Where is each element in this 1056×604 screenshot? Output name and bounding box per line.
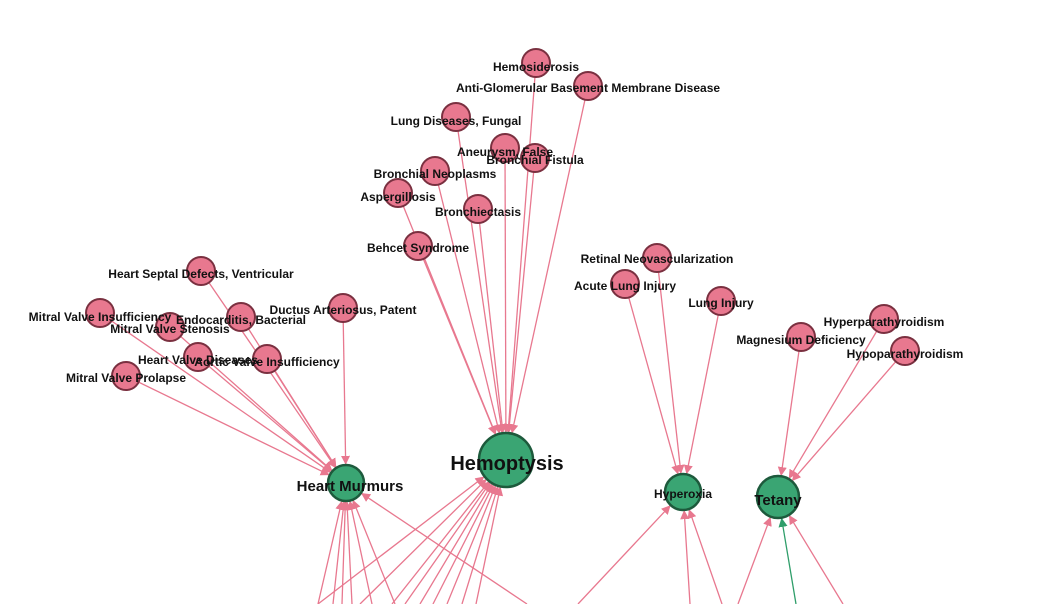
node-label-heart-valve-diseases: Heart Valve Diseases [138, 353, 258, 367]
node-label-lung-diseases-fungal: Lung Diseases, Fungal [391, 114, 522, 128]
node-label-hemosiderosis: Hemosiderosis [493, 60, 579, 74]
node-lung-injury[interactable] [706, 286, 736, 316]
node-label-ductus-arteriosus: Ductus Arteriosus, Patent [270, 303, 417, 317]
node-label-mitral-insufficiency: Mitral Valve Insufficiency [29, 310, 172, 324]
node-heart-septal-defects[interactable] [186, 256, 216, 286]
edge-incoming-hemoptysis-0 [391, 481, 490, 604]
node-label-behcet-syndrome: Behcet Syndrome [367, 241, 469, 255]
edge-bronchial-neoplasms-to-hemoptysis [434, 170, 502, 434]
node-label-heart-murmurs: Heart Murmurs [297, 478, 404, 495]
node-retinal-neovascularization[interactable] [642, 243, 672, 273]
edge-magnesium-deficiency-to-tetany [777, 336, 802, 477]
edge-incoming-hemoptysis-7 [317, 476, 485, 604]
node-behcet-syndrome[interactable] [403, 231, 433, 261]
edge-behcet-syndrome-to-hemoptysis [417, 245, 497, 435]
edge-incoming-hemoptysis-2 [419, 483, 493, 604]
node-hyperparathyroidism[interactable] [869, 304, 899, 334]
node-label-aspergillosis: Aspergillosis [360, 190, 436, 204]
edge-incoming-hemoptysis-1 [404, 482, 491, 604]
edge-hypoparathyroidism-to-tetany [791, 350, 906, 482]
node-hemosiderosis[interactable] [521, 48, 551, 78]
edge-hyperparathyroidism-to-tetany [788, 318, 885, 479]
edge-mitral-insufficiency-to-heart-murmurs [99, 312, 332, 473]
node-label-tetany: Tetany [754, 492, 802, 509]
edge-heart-valve-diseases-to-heart-murmurs [197, 356, 333, 472]
edge-incoming-heart-murmurs-14 [351, 499, 396, 604]
edge-mitral-prolapse-to-heart-murmurs [125, 375, 330, 476]
edge-incoming-hemoptysis-8 [359, 479, 487, 604]
node-label-hypoparathyroidism: Hypoparathyroidism [847, 347, 964, 361]
edge-incoming-tetany-green [778, 517, 797, 604]
node-label-aneurysm-false: Aneurysm, False [457, 145, 553, 159]
node-acute-lung-injury[interactable] [610, 269, 640, 299]
node-label-hyperparathyroidism: Hyperparathyroidism [824, 315, 945, 329]
edge-bronchiectasis-to-hemoptysis [477, 208, 507, 434]
node-anti-gbm[interactable] [573, 71, 603, 101]
edge-incoming-hyperoxia-16 [577, 505, 671, 604]
edges-layer [99, 62, 906, 604]
node-label-lung-injury: Lung Injury [688, 296, 754, 310]
node-ductus-arteriosus[interactable] [328, 293, 358, 323]
node-mitral-prolapse[interactable] [111, 361, 141, 391]
edge-bronchial-fistula-to-hemoptysis [504, 157, 536, 434]
node-hypoparathyroidism[interactable] [890, 336, 920, 366]
edge-incoming-heart-murmurs-15 [361, 493, 528, 604]
node-bronchial-fistula[interactable] [520, 143, 550, 173]
node-hemoptysis[interactable] [477, 431, 535, 489]
node-heart-valve-diseases[interactable] [183, 342, 213, 372]
node-label-aortic-insufficiency: Aortic Valve Insufficiency [194, 355, 340, 369]
edge-aortic-insufficiency-to-heart-murmurs [266, 358, 337, 468]
node-label-mitral-stenosis: Mitral Valve Stenosis [110, 322, 230, 336]
node-label-bronchial-neoplasms: Bronchial Neoplasms [374, 167, 497, 181]
node-aneurysm-false[interactable] [490, 133, 520, 163]
node-label-anti-gbm: Anti-Glomerular Basement Membrane Diseas… [456, 81, 720, 95]
node-label-magnesium-deficiency: Magnesium Deficiency [736, 333, 866, 347]
node-endocarditis-bacterial[interactable] [226, 302, 256, 332]
node-mitral-insufficiency[interactable] [85, 298, 115, 328]
edge-retinal-neovascularization-to-hyperoxia [656, 257, 685, 475]
edge-incoming-heart-murmurs-11 [340, 501, 350, 604]
edge-incoming-hemoptysis-4 [446, 485, 497, 604]
labels-layer: Hemosiderosis Anti-Glomerular Basement Me… [29, 60, 964, 509]
edge-aneurysm-false-to-hemoptysis [501, 147, 511, 433]
edge-incoming-hyperoxia-17 [680, 510, 691, 604]
nodes-layer [85, 48, 920, 520]
edge-incoming-tetany-19 [737, 516, 772, 604]
edge-ductus-arteriosus-to-heart-murmurs [340, 307, 351, 465]
node-mitral-stenosis[interactable] [155, 312, 185, 342]
edge-incoming-heart-murmurs-10 [332, 500, 348, 604]
edge-lung-injury-to-hyperoxia [683, 300, 722, 475]
edge-incoming-hemoptysis-5 [461, 485, 500, 604]
node-hyperoxia[interactable] [663, 472, 703, 512]
node-aspergillosis[interactable] [383, 178, 413, 208]
node-bronchial-neoplasms[interactable] [420, 156, 450, 186]
node-lung-diseases-fungal[interactable] [441, 102, 471, 132]
edge-incoming-hyperoxia-18 [687, 509, 723, 604]
node-label-acute-lung-injury: Acute Lung Injury [574, 279, 676, 293]
edge-incoming-tetany-20 [788, 515, 844, 604]
node-label-mitral-prolapse: Mitral Valve Prolapse [66, 371, 186, 385]
edge-incoming-heart-murmurs-12 [342, 501, 353, 604]
node-label-bronchial-fistula: Bronchial Fistula [486, 153, 584, 167]
node-label-retinal-neovascularization: Retinal Neovascularization [581, 252, 734, 266]
node-label-hyperoxia: Hyperoxia [654, 487, 712, 501]
node-label-endocarditis-bacterial: Endocarditis, Bacterial [176, 313, 306, 327]
edge-incoming-heart-murmurs-13 [347, 500, 373, 604]
node-tetany[interactable] [755, 474, 801, 520]
node-heart-murmurs[interactable] [326, 463, 366, 503]
node-magnesium-deficiency[interactable] [786, 322, 816, 352]
node-label-hemoptysis: Hemoptysis [450, 453, 563, 475]
node-label-bronchiectasis: Bronchiectasis [435, 205, 521, 219]
edge-incoming-hemoptysis-6 [475, 486, 504, 604]
node-label-heart-septal-defects: Heart Septal Defects, Ventricular [108, 267, 294, 281]
node-bronchiectasis[interactable] [463, 194, 493, 224]
edge-acute-lung-injury-to-hyperoxia [624, 283, 681, 475]
edge-lung-diseases-fungal-to-hemoptysis [455, 116, 506, 434]
node-aortic-insufficiency[interactable] [252, 344, 282, 374]
edge-anti-gbm-to-hemoptysis [509, 85, 589, 434]
edge-incoming-hemoptysis-3 [432, 484, 494, 604]
edge-incoming-heart-murmurs-9 [317, 500, 345, 604]
edge-hemosiderosis-to-hemoptysis [504, 62, 537, 433]
